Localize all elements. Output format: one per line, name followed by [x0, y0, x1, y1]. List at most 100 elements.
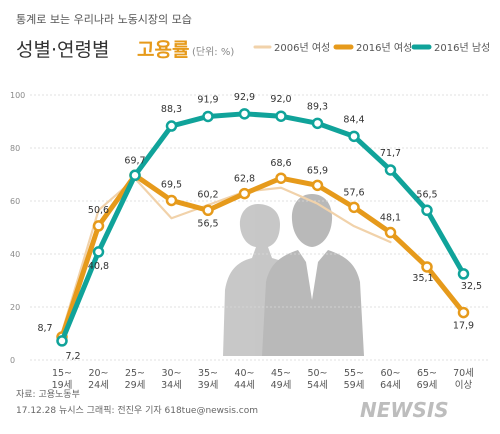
- data-label-men-2016: 92,9: [234, 92, 255, 103]
- y-tick-label: 20: [10, 303, 20, 312]
- data-label-men-2016: 69,7: [124, 155, 145, 166]
- legend-label: 2006년 여성: [274, 42, 330, 54]
- series-women-2016-point: [311, 179, 324, 192]
- data-label-women-2016: 60,2: [197, 189, 218, 200]
- x-tick-label: 55~: [344, 368, 364, 379]
- x-tick-label: 70세: [453, 368, 474, 379]
- data-label-men-2016: 84,4: [343, 114, 364, 125]
- kicker-text: 통계로 보는 우리나라 노동시장의 모습: [16, 13, 192, 26]
- series-women-2016-point: [348, 201, 360, 214]
- x-tick-label: 30~: [161, 368, 181, 379]
- data-label-women-2016: 69,5: [161, 179, 182, 190]
- data-label-men-2016: 89,3: [307, 101, 328, 112]
- x-tick-label: 34세: [161, 380, 182, 391]
- data-label-men-2016: 7,2: [65, 351, 80, 362]
- data-label-men-2016: 56,5: [416, 189, 437, 200]
- legend-item-men-2016: 2016년 남성: [411, 42, 490, 54]
- x-tick-label: 65~: [417, 368, 437, 379]
- x-tick-label: 49세: [271, 380, 292, 391]
- series-men-2016-point: [348, 130, 360, 143]
- series-women-2016-point: [457, 306, 470, 319]
- x-tick-label: 19세: [52, 380, 73, 391]
- title-part-a: 성별·연령별: [16, 39, 109, 61]
- legend-label: 2016년 남성: [434, 42, 490, 54]
- data-label-men-2016: 71,7: [380, 148, 401, 159]
- data-label-women-2016: 65,9: [307, 165, 328, 176]
- x-tick-label: 39세: [198, 380, 219, 391]
- data-label-women-2016: 8,7: [37, 323, 52, 334]
- data-label-women-2016: 57,6: [343, 187, 364, 198]
- data-label-men-2016: 88,3: [161, 104, 182, 115]
- unit-text: (단위: %): [192, 45, 234, 58]
- series-men-2016-point: [421, 204, 433, 217]
- x-tick-label: 44세: [234, 380, 255, 391]
- man-silhouette: [262, 194, 364, 356]
- data-label-women-2016: 62,8: [234, 174, 255, 185]
- series-men-2016-point: [384, 164, 397, 176]
- data-label-women-2016: 56,5: [197, 218, 218, 229]
- x-tick-label: 50~: [307, 368, 327, 379]
- y-tick-label: 100: [10, 91, 25, 100]
- y-tick-label: 40: [10, 250, 20, 259]
- series-women-2016-point: [384, 226, 397, 239]
- x-tick-label: 45~: [271, 368, 291, 379]
- series-women-2016-point: [238, 187, 251, 200]
- series-men-2016-point: [238, 108, 251, 120]
- data-label-men-2016: 92,0: [270, 94, 291, 105]
- x-tick-label: 24세: [88, 380, 109, 391]
- x-tick-label: 29세: [125, 380, 146, 391]
- data-label-men-2016: 91,9: [197, 94, 218, 105]
- series-men-2016-point: [202, 110, 214, 123]
- y-tick-label: 60: [10, 197, 20, 206]
- title-part-b: 고용률: [137, 39, 189, 61]
- credit-text: 17.12.28 뉴시스 그래픽: 전진우 기자 618tue@newsis.c…: [16, 405, 258, 416]
- series-men-2016-point: [92, 246, 105, 258]
- series: [56, 108, 470, 347]
- data-label-women-2016: 68,6: [270, 158, 291, 169]
- legend: 2006년 여성 2016년 여성 2016년 남성: [253, 42, 490, 54]
- series-men-2016-point: [165, 120, 178, 132]
- series-women-2016-point: [202, 204, 214, 217]
- x-tick-label: 25~: [125, 368, 145, 379]
- x-tick-label: 35~: [198, 368, 218, 379]
- data-label-women-2016: 50,6: [88, 205, 109, 216]
- data-label-men-2016: 40,8: [88, 261, 109, 272]
- series-women-2016-point: [421, 261, 433, 273]
- source-text: 자료: 고용노동부: [16, 389, 80, 400]
- x-tick-label: 이상: [455, 380, 473, 391]
- data-label-women-2016: 35,1: [412, 273, 433, 284]
- series-women-2016-point: [165, 194, 178, 207]
- x-tick-label: 20~: [88, 368, 108, 379]
- grid: [30, 94, 488, 361]
- series-men-2016-point: [129, 169, 141, 182]
- data-label-men-2016: 32,5: [461, 281, 482, 292]
- series-men-2016-point: [275, 110, 287, 122]
- x-tick-label: 69세: [417, 380, 438, 391]
- legend-label: 2016년 여성: [356, 42, 412, 54]
- y-axis: 0 20 40 60 80 100: [10, 91, 25, 365]
- x-axis: 15~19세 20~24세 25~29세 30~34세 35~39세 40~44세 45~4…: [52, 368, 474, 391]
- data-label-women-2016: 48,1: [380, 213, 401, 224]
- series-men-2016-point: [56, 335, 68, 347]
- series-men-2016-line: [59, 111, 466, 344]
- x-tick-label: 59세: [344, 380, 365, 391]
- business-people-silhouette: [223, 194, 364, 356]
- data-labels: 8,7 50,6 69,5 60,2 62,8 68,6 65,9 57,6 48,1 35,1 1…: [37, 92, 482, 362]
- y-tick-label: 0: [10, 356, 15, 365]
- x-tick-label: 64세: [380, 380, 401, 391]
- x-tick-label: 54세: [307, 380, 328, 391]
- series-women-2016-point: [275, 172, 287, 184]
- newsis-logo: NEWSIS: [360, 398, 449, 422]
- series-men-2016-point: [311, 117, 324, 130]
- series-men-2016-point: [457, 268, 470, 280]
- x-tick-label: 15~: [52, 368, 72, 379]
- data-label-women-2016: 17,9: [453, 321, 474, 332]
- series-women-2016-point: [92, 220, 105, 232]
- y-tick-label: 80: [10, 144, 20, 153]
- x-tick-label: 40~: [234, 368, 254, 379]
- series-women-2006-line: [60, 177, 392, 334]
- x-tick-label: 60~: [380, 368, 400, 379]
- legend-item-women-2016: 2016년 여성: [333, 42, 412, 54]
- legend-item-women-2006: 2006년 여성: [253, 42, 330, 54]
